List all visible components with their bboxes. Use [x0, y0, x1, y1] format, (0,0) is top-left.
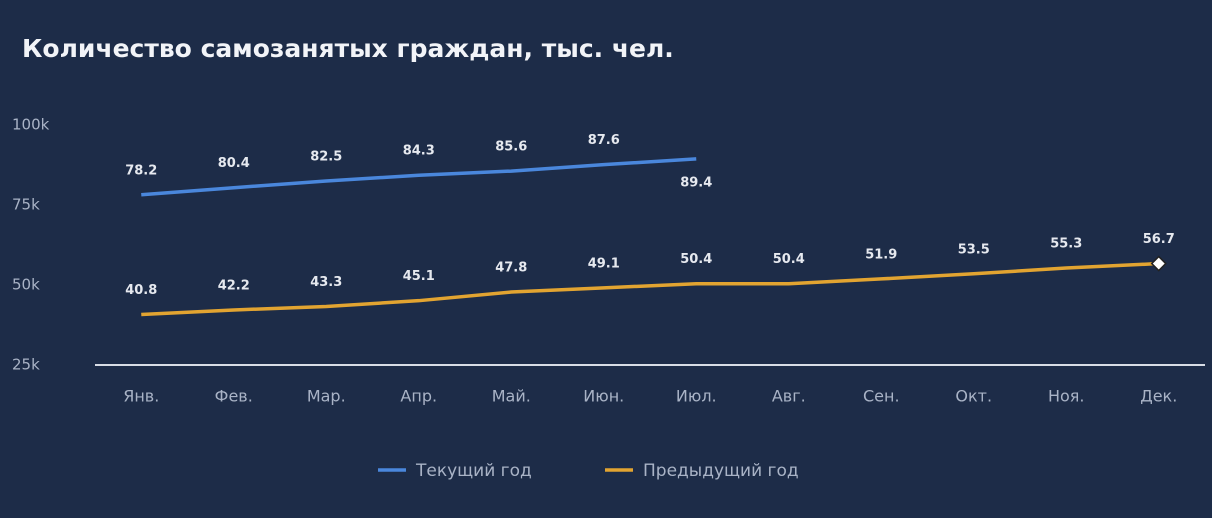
data-label: 82.5	[310, 150, 342, 165]
y-tick-label: 100k	[12, 116, 50, 134]
x-tick-label: Фев.	[215, 387, 253, 406]
legend-label: Текущий год	[415, 461, 532, 481]
x-tick-label: Ноя.	[1048, 387, 1085, 406]
data-label: 78.2	[125, 163, 157, 178]
data-label: 50.4	[773, 252, 805, 267]
data-label: 85.6	[495, 140, 527, 155]
y-tick-label: 50k	[12, 276, 40, 294]
data-label: 89.4	[680, 175, 712, 190]
end-marker	[1150, 255, 1167, 272]
data-label: 87.6	[588, 133, 620, 148]
series-line	[141, 261, 1159, 317]
x-tick-label: Май.	[492, 387, 531, 406]
x-tick-label: Янв.	[123, 387, 159, 406]
x-tick-label: Мар.	[307, 387, 346, 406]
x-tick-label: Апр.	[400, 387, 437, 406]
data-label: 49.1	[588, 256, 620, 271]
data-label: 40.8	[125, 283, 157, 298]
x-tick-label: Дек.	[1140, 387, 1177, 406]
x-tick-label: Июн.	[583, 387, 624, 406]
y-tick-label: 25k	[12, 356, 40, 374]
x-tick-label: Авг.	[772, 387, 806, 406]
data-label: 56.7	[1143, 232, 1175, 247]
data-label: 84.3	[403, 144, 435, 159]
data-label: 45.1	[403, 269, 435, 284]
data-label: 43.3	[310, 275, 342, 290]
data-label: 53.5	[958, 242, 990, 257]
series-line	[141, 157, 697, 197]
x-tick-label: Окт.	[955, 387, 992, 406]
data-label: 51.9	[865, 247, 897, 262]
x-tick-label: Сен.	[863, 387, 900, 406]
x-tick-label: Июл.	[676, 387, 717, 406]
chart-title: Количество самозанятых граждан, тыс. чел…	[22, 34, 674, 63]
data-label: 55.3	[1050, 237, 1082, 252]
legend-label: Предыдущий год	[643, 461, 799, 481]
data-label: 42.2	[218, 278, 250, 293]
data-label: 47.8	[495, 261, 527, 276]
data-label: 80.4	[218, 156, 250, 171]
data-label: 50.4	[680, 252, 712, 267]
y-tick-label: 75k	[12, 196, 40, 214]
